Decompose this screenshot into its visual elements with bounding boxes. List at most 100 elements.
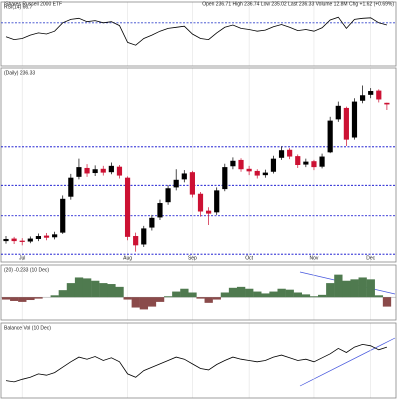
candle-body	[141, 228, 147, 245]
x-tick-label: Dec	[366, 255, 375, 261]
panel-label: (Daily) 236.33	[4, 70, 35, 76]
histogram-bar	[301, 294, 311, 298]
candle-body	[230, 160, 236, 167]
candle-body	[351, 101, 358, 138]
candle-body	[173, 179, 179, 188]
candle-body	[43, 235, 50, 238]
histogram-bar	[74, 277, 84, 298]
histogram-bar	[277, 288, 286, 298]
x-tick-label: Oct	[245, 255, 253, 261]
histogram-bar	[34, 297, 43, 299]
histogram-bar	[326, 283, 335, 298]
candle-body	[270, 158, 277, 172]
histogram-bar	[58, 290, 67, 298]
histogram-bar	[382, 297, 392, 307]
indicator-line	[5, 343, 388, 383]
candle-body	[149, 217, 155, 228]
histogram-bar	[50, 295, 59, 298]
candle-body	[335, 105, 341, 120]
histogram-bar	[358, 277, 367, 298]
histogram-bar	[293, 292, 303, 298]
histogram-bar	[18, 297, 27, 302]
candle-body	[343, 107, 349, 140]
histogram-bar	[245, 288, 254, 298]
candle-body	[116, 166, 123, 176]
candle-body	[84, 167, 90, 174]
panel-frame	[0, 322, 397, 399]
panel-frame	[0, 67, 397, 263]
histogram-bar	[309, 296, 319, 298]
histogram-bar	[123, 297, 132, 300]
candle-body	[181, 173, 187, 180]
candle-body	[197, 193, 204, 212]
trend-line	[299, 337, 396, 387]
histogram-bar	[342, 280, 351, 298]
panel-label: RSI(14) 66.7	[4, 4, 33, 10]
candle-body	[319, 156, 325, 167]
candle-body	[92, 169, 98, 174]
candle-body	[124, 177, 131, 237]
histogram-bar	[155, 297, 165, 302]
histogram-bar	[220, 292, 230, 298]
candle-body	[222, 167, 228, 190]
candle-body	[68, 177, 74, 197]
chart-title: iShares Russell 2000 ETF	[4, 1, 62, 7]
candle-body	[254, 170, 260, 176]
histogram-bar	[164, 296, 173, 298]
candle-body	[108, 165, 114, 173]
candle-body	[376, 90, 382, 100]
histogram-bar	[131, 297, 140, 308]
candle-body	[287, 149, 293, 157]
histogram-bar	[285, 289, 294, 298]
candle-body	[133, 236, 139, 246]
candle-body	[189, 172, 195, 195]
candle-body	[262, 172, 268, 176]
histogram-bar	[366, 279, 375, 298]
panel-label: (20) -0.233 (10 Dec)	[4, 267, 49, 273]
candle-body	[52, 234, 58, 238]
histogram-bar	[10, 297, 19, 301]
histogram-bar	[91, 280, 100, 298]
histogram-bar	[99, 283, 108, 298]
histogram-bar	[139, 297, 149, 310]
candle-body	[359, 95, 366, 101]
histogram-bar	[236, 286, 246, 298]
candle-body	[76, 167, 82, 177]
candle-body	[27, 238, 33, 242]
candle-body	[368, 91, 374, 95]
candle-body	[278, 150, 285, 158]
x-tick-label: Jul	[19, 255, 25, 261]
histogram-bar	[172, 291, 181, 298]
quote: Open 236.71 High 236.74 Low 235.02 Last …	[202, 1, 394, 7]
histogram-bar	[269, 291, 278, 298]
candle-body	[3, 238, 9, 242]
candle-body	[35, 236, 42, 239]
candle-body	[327, 120, 333, 153]
indicator-line	[5, 16, 388, 46]
candle-body	[100, 168, 106, 173]
candle-body	[295, 156, 301, 165]
histogram-bar	[66, 283, 76, 298]
candle-body	[60, 198, 66, 233]
histogram-bar	[350, 279, 359, 298]
candle-body	[384, 102, 390, 105]
candle-body	[246, 168, 252, 172]
candle-body	[303, 161, 309, 165]
candle-body	[214, 190, 220, 213]
panel-label: Balance Vol (10 Dec)	[4, 325, 51, 331]
candle-body	[165, 188, 171, 203]
histogram-bar	[1, 297, 11, 300]
histogram-bar	[253, 291, 262, 298]
histogram-bar	[26, 297, 35, 301]
x-tick-label: Sep	[188, 255, 197, 261]
histogram-bar	[334, 274, 343, 298]
histogram-bar	[204, 297, 213, 303]
candle-body	[11, 238, 17, 242]
candle-body	[157, 203, 163, 218]
histogram-bar	[196, 297, 205, 299]
histogram-bar	[318, 294, 327, 298]
candle-body	[206, 210, 212, 214]
histogram-bar	[107, 284, 116, 298]
candle-body	[311, 161, 317, 168]
